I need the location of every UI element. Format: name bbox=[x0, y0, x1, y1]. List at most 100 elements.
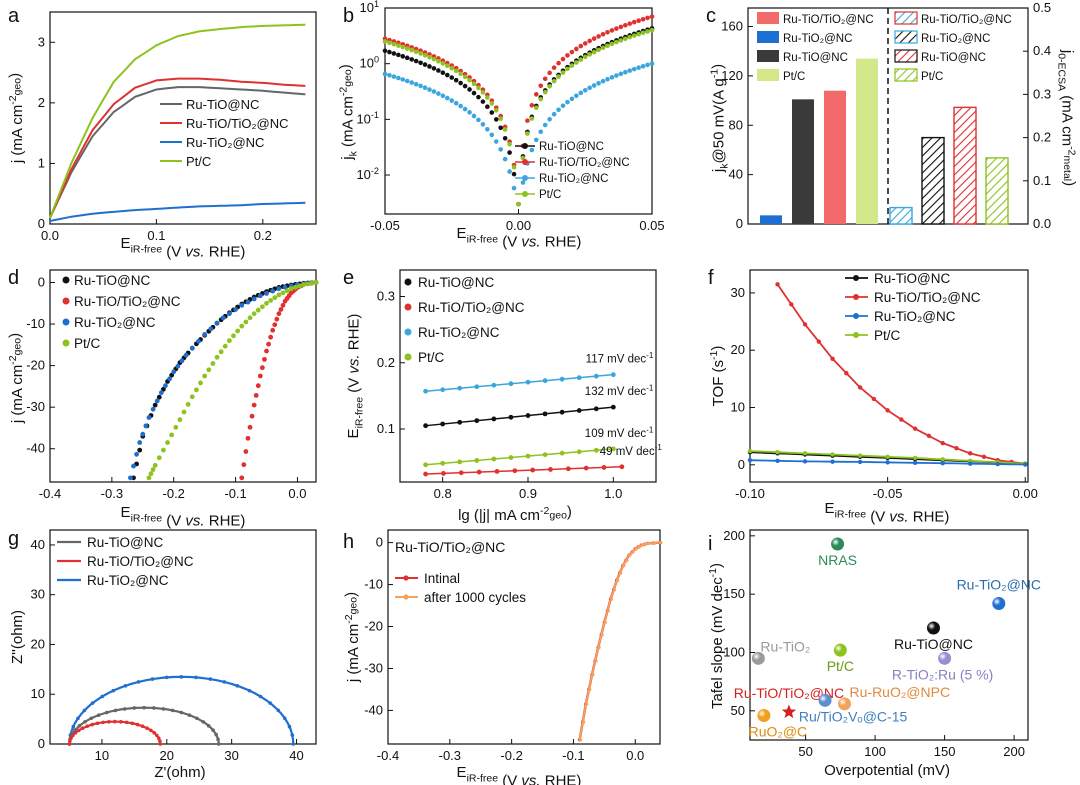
data-point-ru-tio-nc bbox=[502, 135, 508, 141]
bar-ru-tio-nc bbox=[792, 99, 814, 224]
data-point-ru-tio-tio-nc bbox=[582, 41, 588, 46]
tafel-slope-annotation-part: -1 bbox=[646, 351, 654, 360]
y-tick-label: 10 bbox=[731, 400, 745, 415]
x-tick-label: 0.0 bbox=[41, 228, 59, 243]
y-tick-label: 120 bbox=[721, 68, 743, 83]
x-axis-label-part: iR-free bbox=[467, 234, 499, 246]
data-point-ru-tio-tio-nc bbox=[899, 417, 904, 422]
data-point-ru-tio-nc bbox=[152, 402, 158, 408]
data-point-ru-tio-nc bbox=[89, 716, 94, 721]
legend-label-part: Ru-TiO@NC bbox=[921, 52, 986, 64]
data-point-ru-tio-tio-nc bbox=[124, 720, 129, 725]
data-point-ru-tio-nc bbox=[534, 137, 539, 143]
data-point-ru-tio-nc bbox=[196, 338, 201, 344]
data-point-ru-tio-tio-nc bbox=[276, 311, 282, 317]
data-point-pt-c bbox=[458, 71, 463, 77]
data-point-ru-tio-tio-nc bbox=[547, 70, 552, 76]
data-point-ru-tio-tio-nc bbox=[68, 739, 72, 743]
x-axis-label-part: lg (|j| mA cm bbox=[458, 507, 540, 524]
data-point-pt-c bbox=[189, 394, 195, 400]
legend-label: Pt/C bbox=[783, 71, 805, 83]
x-tick-label: 150 bbox=[934, 744, 956, 759]
legend-swatch bbox=[894, 30, 918, 44]
data-point-ru-tio-nc bbox=[547, 116, 552, 122]
data-point-ru-tio-tio-nc bbox=[101, 720, 105, 725]
data-point-pt-c bbox=[857, 453, 863, 458]
x-tick-label: 0.05 bbox=[639, 218, 664, 233]
data-point-ru-tio-tio-nc bbox=[587, 38, 592, 44]
data-point-ru-tio-tio-nc bbox=[249, 413, 255, 419]
x-axis-label-part: vs. bbox=[521, 234, 540, 251]
x-axis-label: EiR-free (V vs. RHE) bbox=[457, 764, 582, 785]
x-tick-label: 0.00 bbox=[1013, 486, 1038, 501]
data-point-ru-tio-tio-nc bbox=[565, 466, 571, 472]
data-point-pt-c bbox=[542, 452, 548, 458]
data-point-pt-c bbox=[400, 44, 406, 50]
legend-marker bbox=[62, 276, 70, 284]
legend-label-part: Ru-TiO@NC bbox=[874, 271, 950, 286]
data-point-ru-tio-nc bbox=[276, 708, 281, 713]
data-point-ru-tio-tio-nc bbox=[241, 462, 247, 468]
y-tick-label: 3 bbox=[38, 34, 45, 49]
data-point-pt-c bbox=[645, 29, 650, 34]
panel-letter: h bbox=[343, 531, 354, 553]
legend-label: Ru-TiO₂@NC bbox=[74, 315, 156, 330]
panel-letter-part: h bbox=[343, 531, 354, 553]
data-point-pt-c bbox=[491, 456, 497, 462]
panel-letter-part: d bbox=[8, 267, 19, 289]
data-point-pt-c bbox=[609, 41, 615, 47]
x-axis-label: EiR-free (V vs. RHE) bbox=[121, 504, 246, 530]
data-point-ru-tio-nc bbox=[290, 733, 295, 738]
series-line-ru-tio-tio-nc bbox=[49, 77, 306, 219]
data-point-ru-tio-nc bbox=[96, 713, 101, 717]
data-point-ru-tio-nc bbox=[480, 122, 486, 127]
data-point-pt-c bbox=[547, 83, 552, 89]
y-tick-label: 0.0 bbox=[1033, 216, 1051, 231]
data-label: Ru-RuO₂@NPC bbox=[850, 684, 951, 700]
x-axis-label-part: (V bbox=[162, 244, 185, 261]
data-point-ru-tio-nc bbox=[440, 70, 446, 76]
data-point-pt-c bbox=[431, 56, 437, 62]
data-point-ru-tio-tio-nc bbox=[145, 726, 149, 730]
data-point-ru-tio-nc bbox=[170, 708, 175, 713]
data-point-ru-tio-tio-nc bbox=[525, 118, 530, 123]
data-point-pt-c bbox=[453, 68, 459, 74]
data-point-ru-tio-nc bbox=[775, 458, 780, 463]
x-axis-label-part: geo bbox=[549, 510, 567, 522]
panel-f: f -0.10 -0.05 0.00 0 10 20 30 EiR-free (V vs. RH… bbox=[708, 267, 1038, 526]
legend-marker bbox=[403, 575, 409, 581]
data-point-pt-c bbox=[181, 409, 187, 415]
legend-label-part: Pt/C bbox=[418, 350, 445, 365]
data-point-ru-tio-nc bbox=[449, 98, 455, 103]
legend-label-part: Pt/C bbox=[783, 71, 805, 83]
data-point-ru-tio-nc bbox=[73, 728, 77, 732]
legend-marker bbox=[62, 318, 70, 326]
data-point-ru-tio-tio-nc bbox=[107, 719, 111, 724]
legend-swatch bbox=[894, 68, 918, 82]
data-point-nras bbox=[831, 537, 845, 551]
y-tick-label: 0.2 bbox=[1033, 130, 1051, 145]
y-tick-label-part: 10 bbox=[356, 167, 370, 182]
plot-frame bbox=[749, 529, 1029, 741]
data-point-pt-c bbox=[214, 354, 220, 360]
data-point-ru-tio-nc bbox=[995, 461, 1000, 467]
data-point-pt-c bbox=[301, 282, 307, 287]
panel-e: e 0.8 0.9 1.0 0.1 0.2 0.3 lg (|j| mA cm-2geo) Ei… bbox=[343, 267, 662, 524]
data-point-ru-tio-tio-nc bbox=[90, 722, 94, 727]
data-point-ru-tio-nc bbox=[440, 421, 446, 427]
data-point-ru-tio-nc bbox=[175, 363, 181, 369]
data-point-ru-tio-nc bbox=[214, 320, 220, 326]
legend-label-part: Ru-TiO₂@NC bbox=[874, 309, 956, 324]
data-label: Ru-TiO@NC bbox=[894, 636, 973, 652]
legend-label: Ru-TiO@NC bbox=[921, 52, 986, 64]
data-point-ru-tio-tio-nc bbox=[551, 65, 557, 70]
data-point-pt-c bbox=[226, 338, 232, 344]
legend-label: Ru-TiO@NC bbox=[874, 271, 950, 286]
x-tick-label: -0.2 bbox=[163, 486, 185, 501]
data-point-ru-tio-tio-nc bbox=[609, 28, 615, 33]
legend-label-part: Pt/C bbox=[539, 189, 561, 201]
data-point-pt-c bbox=[605, 43, 610, 49]
data-point-ru-tio-tio-nc bbox=[538, 83, 544, 89]
data-point-pt-c bbox=[427, 54, 432, 60]
y-axis-label-part: (V bbox=[346, 374, 363, 397]
